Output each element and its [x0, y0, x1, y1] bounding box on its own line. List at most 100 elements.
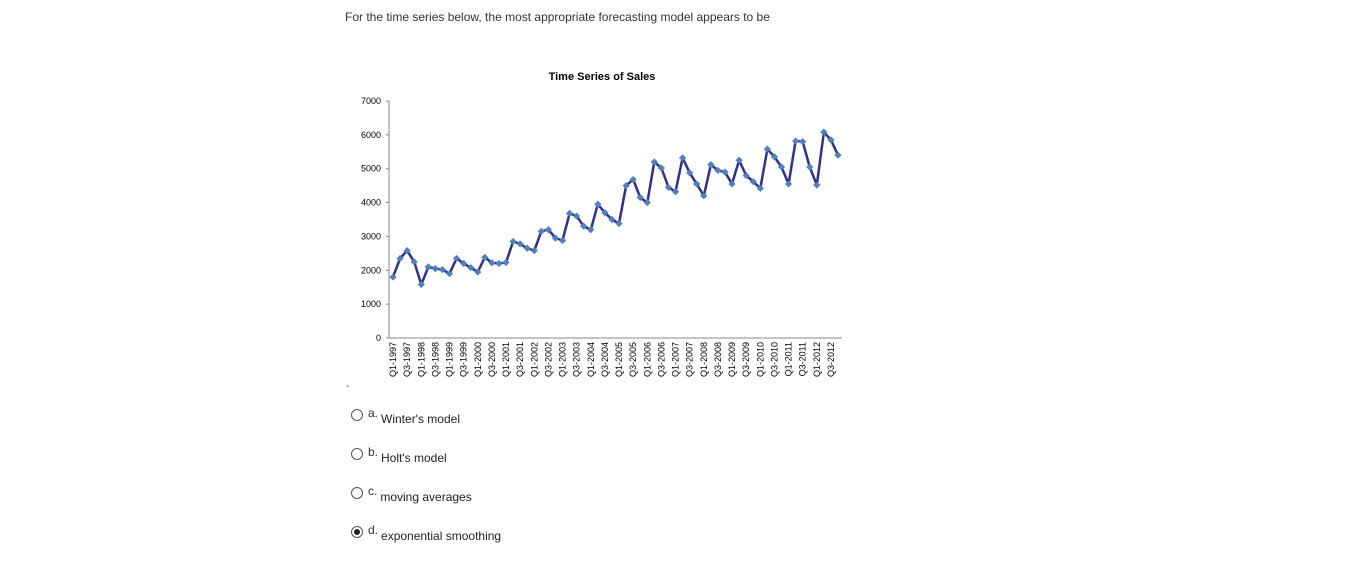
data-point: [410, 258, 418, 266]
x-tick-label: Q3-2012: [826, 342, 836, 377]
data-point: [834, 151, 842, 159]
series-markers: [389, 128, 842, 289]
data-point: [770, 153, 779, 161]
data-point: [516, 240, 524, 248]
x-tick-label: Q3-2009: [741, 342, 751, 377]
option-letter: b.: [368, 445, 379, 459]
data-point: [608, 215, 616, 224]
x-tick-label: Q3-2003: [572, 342, 582, 377]
data-point: [523, 244, 531, 252]
x-tick-label: Q3-2004: [600, 342, 610, 377]
chart-title: Time Series of Sales: [549, 71, 656, 83]
x-tick-label: Q1-2001: [501, 342, 511, 377]
data-point: [799, 138, 807, 146]
separator-mark: -: [346, 381, 350, 392]
data-point: [657, 164, 666, 172]
y-tick-label: 1000: [361, 299, 381, 309]
data-point: [558, 236, 567, 245]
x-tick-label: Q1-2008: [699, 342, 709, 377]
y-tick-label: 7000: [361, 96, 381, 106]
data-point: [417, 280, 425, 289]
data-point: [474, 268, 482, 276]
radio-button[interactable]: [351, 448, 363, 460]
data-point: [777, 163, 786, 171]
x-tick-label: Q3-2005: [628, 342, 638, 377]
data-point: [735, 156, 743, 164]
x-tick-label: Q1-2002: [529, 342, 539, 377]
data-point: [565, 209, 574, 218]
data-point: [622, 182, 630, 190]
x-tick-label: Q3-1998: [430, 342, 440, 377]
data-point: [580, 222, 588, 230]
x-tick-label: Q1-2009: [727, 342, 737, 377]
answer-option[interactable]: c. moving averages: [351, 483, 501, 522]
data-point: [728, 180, 736, 188]
y-tick-label: 6000: [361, 130, 381, 140]
data-point: [636, 193, 644, 202]
x-tick-label: Q1-2011: [784, 342, 794, 376]
data-point: [544, 226, 552, 234]
data-point: [693, 180, 701, 188]
x-tick-label: Q3-2002: [543, 342, 553, 377]
data-point: [792, 137, 800, 145]
radio-button[interactable]: [351, 487, 363, 499]
data-point: [820, 128, 828, 136]
option-letter: a.: [368, 406, 379, 420]
y-tick-label: 3000: [361, 231, 381, 241]
data-point: [643, 198, 651, 207]
data-point: [784, 180, 793, 188]
data-point: [714, 166, 722, 175]
data-point: [664, 183, 673, 191]
answer-option[interactable]: d. exponential smoothing: [351, 522, 501, 561]
data-point: [827, 136, 835, 144]
x-tick-label: Q1-2000: [473, 342, 483, 377]
x-tick-label: Q3-2011: [798, 342, 808, 376]
x-tick-label: Q3-2007: [685, 342, 695, 377]
data-point: [742, 171, 750, 180]
data-point: [700, 192, 708, 200]
data-point: [615, 219, 623, 228]
answer-options: a. Winter's model b. Holt's model c. moving a…: [351, 405, 501, 561]
time-series-chart: Time Series of Sales 0 1000 2000 3000 4000 50…: [361, 71, 842, 377]
answer-option[interactable]: b. Holt's model: [351, 444, 501, 483]
x-tick-label: Q3-1997: [402, 342, 412, 377]
option-label: Holt's model: [381, 451, 447, 465]
x-tick-label: Q3-1999: [459, 342, 469, 377]
data-point: [445, 270, 454, 278]
data-point: [587, 226, 595, 234]
y-axis-ticks: 0 1000 2000 3000 4000 5000 6000 7000: [361, 96, 389, 343]
x-tick-label: Q1-2005: [614, 342, 624, 377]
y-tick-label: 4000: [361, 198, 381, 208]
x-tick-label: Q1-2006: [642, 342, 652, 377]
data-point: [686, 169, 694, 177]
y-tick-label: 0: [376, 333, 381, 343]
option-label: Winter's model: [381, 412, 460, 426]
option-letter: d.: [368, 523, 379, 537]
x-tick-label: Q1-2003: [558, 342, 568, 377]
data-point: [481, 253, 489, 262]
radio-button[interactable]: [351, 409, 363, 421]
x-tick-label: Q1-1998: [416, 342, 426, 377]
data-point: [551, 234, 560, 242]
data-point: [537, 227, 545, 235]
data-point: [594, 200, 602, 208]
data-point: [629, 175, 637, 184]
x-tick-label: Q3-2010: [769, 342, 779, 377]
data-point: [438, 266, 447, 274]
data-point: [749, 177, 757, 186]
x-tick-label: Q1-2012: [812, 342, 822, 377]
x-tick-label: Q3-2006: [656, 342, 666, 377]
data-point: [495, 259, 503, 268]
radio-button[interactable]: [351, 526, 363, 538]
answer-option[interactable]: a. Winter's model: [351, 405, 501, 444]
x-tick-label: Q3-2008: [713, 342, 723, 377]
question-text: For the time series below, the most appr…: [345, 10, 770, 24]
x-tick-label: Q1-2004: [586, 342, 596, 377]
sales-series-line: [391, 130, 840, 286]
y-tick-label: 2000: [361, 265, 381, 275]
data-point: [509, 237, 517, 246]
data-point: [707, 161, 715, 169]
option-label: exponential smoothing: [381, 529, 502, 543]
x-tick-label: Q1-1997: [388, 342, 398, 377]
data-point: [467, 263, 475, 272]
